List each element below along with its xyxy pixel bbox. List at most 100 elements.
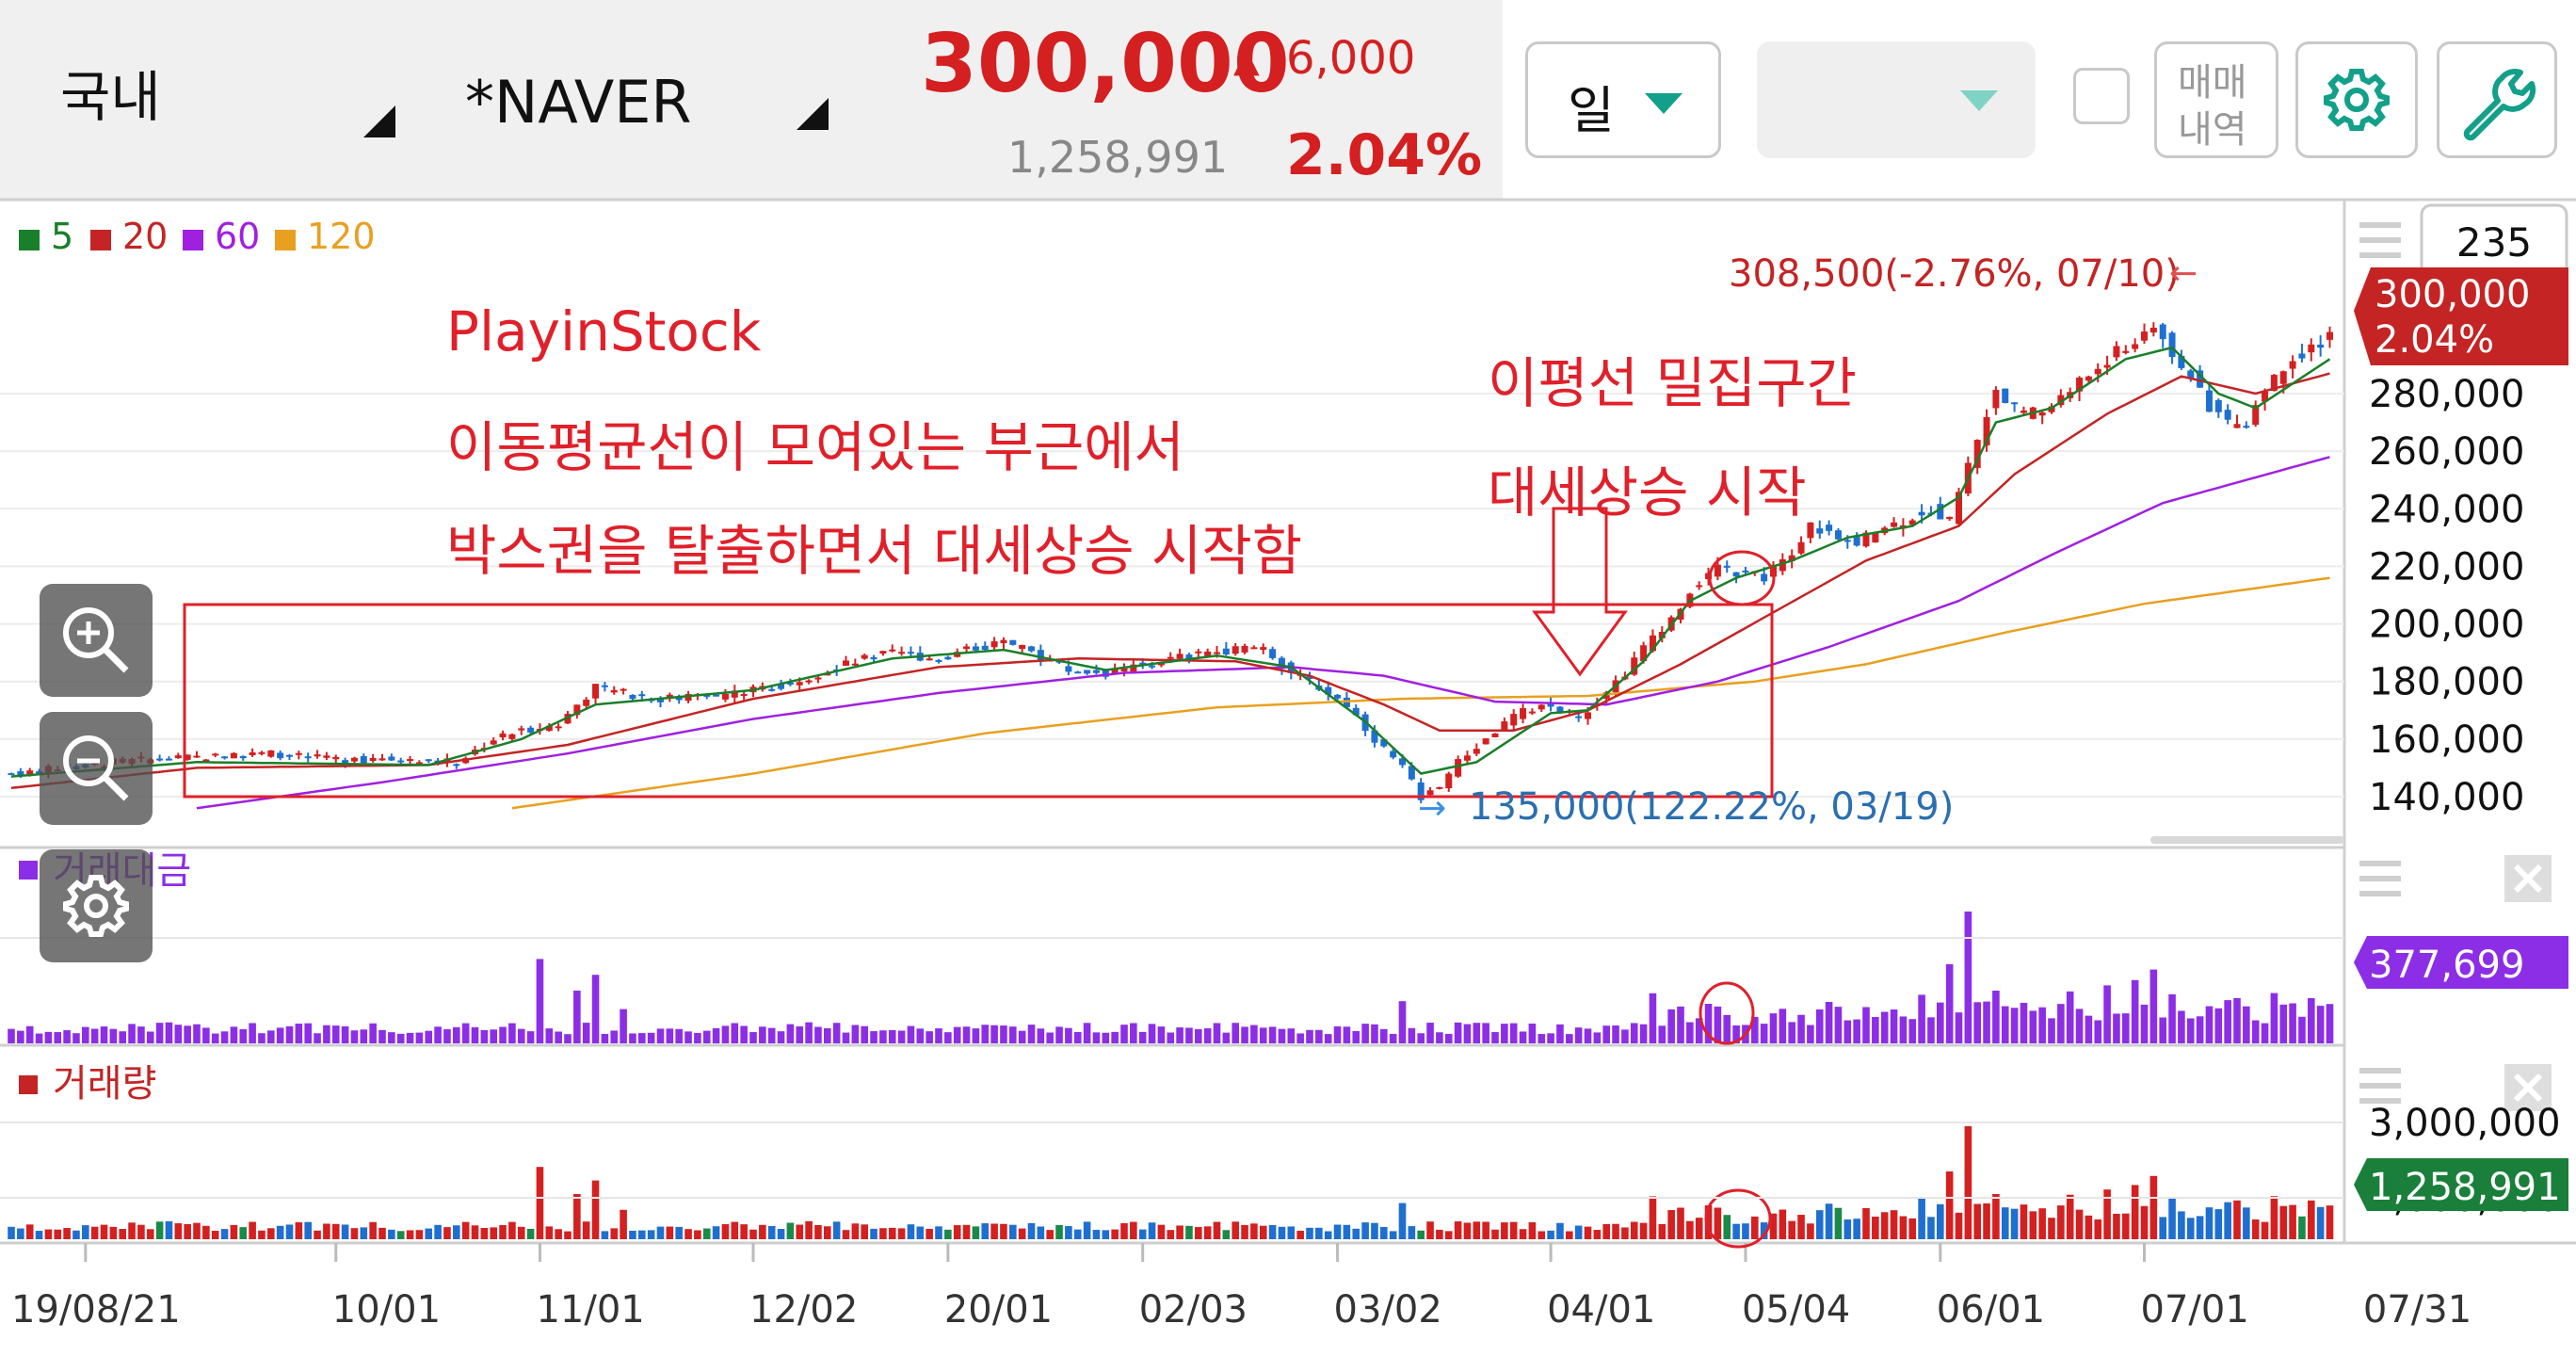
amount-bar — [981, 1025, 990, 1043]
amount-bar — [2020, 1002, 2028, 1043]
amount-bar — [1296, 1033, 1304, 1043]
amount-bar — [1176, 1027, 1183, 1043]
volume-bar — [1408, 1226, 1416, 1239]
overlay-checkbox[interactable] — [2073, 68, 2130, 124]
settings-button[interactable] — [2295, 41, 2418, 158]
period-select[interactable]: 일 — [1525, 41, 1721, 158]
volume-panel-menu-icon[interactable] — [2359, 1068, 2401, 1104]
amount-bar — [2140, 1004, 2149, 1043]
amount-bar — [684, 1031, 692, 1043]
volume-bar — [369, 1221, 377, 1239]
candle-body — [1130, 664, 1137, 672]
volume-bar — [2159, 1217, 2166, 1239]
volume-bar — [295, 1222, 303, 1239]
volume-bar — [1509, 1221, 1518, 1239]
candle-body — [889, 649, 896, 652]
amount-panel-menu-icon[interactable] — [2359, 861, 2401, 896]
volume-bar — [777, 1229, 785, 1239]
volume-bar — [1621, 1227, 1629, 1239]
candle-body — [1269, 649, 1277, 658]
volume-bar — [888, 1227, 896, 1239]
candle-body — [2270, 375, 2278, 392]
amount-bar — [480, 1029, 489, 1043]
chart-scrollbar[interactable] — [2150, 836, 2344, 844]
amount-bar — [434, 1026, 442, 1043]
price-panel-menu-icon[interactable] — [2359, 222, 2401, 258]
volume-bar — [2316, 1206, 2325, 1239]
volume-bar — [1547, 1230, 1554, 1239]
volume-bar — [2057, 1205, 2065, 1239]
volume-bar — [2066, 1194, 2074, 1239]
amount-bar — [666, 1028, 674, 1043]
moving-average-lines — [10, 346, 2331, 810]
volume-bar — [193, 1222, 201, 1239]
amount-bar — [1639, 1024, 1648, 1043]
candle-body — [555, 726, 562, 729]
price-tick-label: 260,000 — [2369, 430, 2524, 474]
secondary-select[interactable] — [1757, 41, 2036, 158]
volume-bar — [2205, 1207, 2214, 1239]
amount-panel-close-icon[interactable] — [2504, 855, 2552, 902]
candle-body — [1278, 657, 1285, 670]
market-select[interactable]: 국내 — [60, 65, 161, 129]
amount-bar — [1138, 1031, 1147, 1043]
volume-bar — [2186, 1218, 2195, 1239]
volume-bar — [1092, 1230, 1101, 1239]
zoom-in-button[interactable] — [40, 584, 153, 697]
symbol-select[interactable]: *NAVER — [465, 68, 692, 137]
volume-bar — [378, 1227, 386, 1239]
volume-bar — [90, 1226, 99, 1239]
market-dropdown-arrow-icon[interactable] — [363, 105, 395, 137]
amount-bar — [174, 1025, 183, 1043]
volume-bar — [1751, 1216, 1759, 1239]
symbol-dropdown-arrow-icon[interactable] — [797, 98, 829, 130]
candle-body — [17, 770, 24, 776]
amount-bar — [814, 1026, 822, 1043]
amount-legend-swatch — [19, 861, 38, 880]
amount-bar — [1630, 1023, 1638, 1043]
amount-bar — [239, 1028, 248, 1043]
candle-body — [425, 759, 432, 762]
annotation-line-1: 이동평균선이 모여있는 부근에서 — [446, 415, 1184, 479]
zoom-out-button[interactable] — [40, 712, 153, 825]
amount-bar — [1083, 1023, 1091, 1043]
candle-body — [2149, 328, 2157, 333]
tools-button[interactable] — [2437, 41, 2557, 158]
amount-bar — [1509, 1023, 1518, 1043]
volume-circle-annotation — [1704, 1188, 1772, 1249]
volume-bar — [1872, 1216, 1879, 1239]
volume-bar — [870, 1228, 877, 1239]
volume-bar — [1742, 1223, 1749, 1239]
chart-settings-button[interactable] — [40, 849, 153, 962]
amount-bar — [1417, 1033, 1425, 1043]
candle-body — [721, 693, 729, 700]
amount-bar — [1185, 1027, 1193, 1043]
amount-bar — [2196, 1016, 2204, 1043]
price-tick-label: 220,000 — [2369, 545, 2524, 589]
amount-bar — [786, 1024, 795, 1043]
amount-bar — [1352, 1030, 1360, 1043]
volume-bar — [796, 1224, 804, 1239]
volume-bar — [285, 1224, 294, 1239]
candle-body — [1973, 440, 1981, 468]
breakout-circle-annotation — [1708, 550, 1776, 606]
volume-bar — [2233, 1200, 2241, 1239]
candle-body — [610, 689, 618, 693]
amount-bar — [656, 1028, 665, 1043]
legend-ma20-label: 20 — [122, 216, 168, 257]
volume-bar — [25, 1224, 34, 1239]
volume-bar — [582, 1221, 590, 1239]
volume-bar — [230, 1224, 238, 1239]
x-gridlines — [84, 1243, 2146, 1262]
amount-bar — [35, 1033, 43, 1043]
volume-bar — [35, 1231, 43, 1239]
volume-bar — [620, 1209, 627, 1239]
trade-history-button[interactable]: 매매 내역 — [2154, 41, 2278, 158]
candle-body — [778, 683, 785, 689]
volume-panel-close-icon[interactable] — [2504, 1064, 2552, 1111]
amount-bar — [2251, 1020, 2260, 1043]
volume-bar — [1176, 1225, 1183, 1239]
candle-body — [1111, 669, 1119, 674]
amount-bar — [2029, 1010, 2037, 1043]
